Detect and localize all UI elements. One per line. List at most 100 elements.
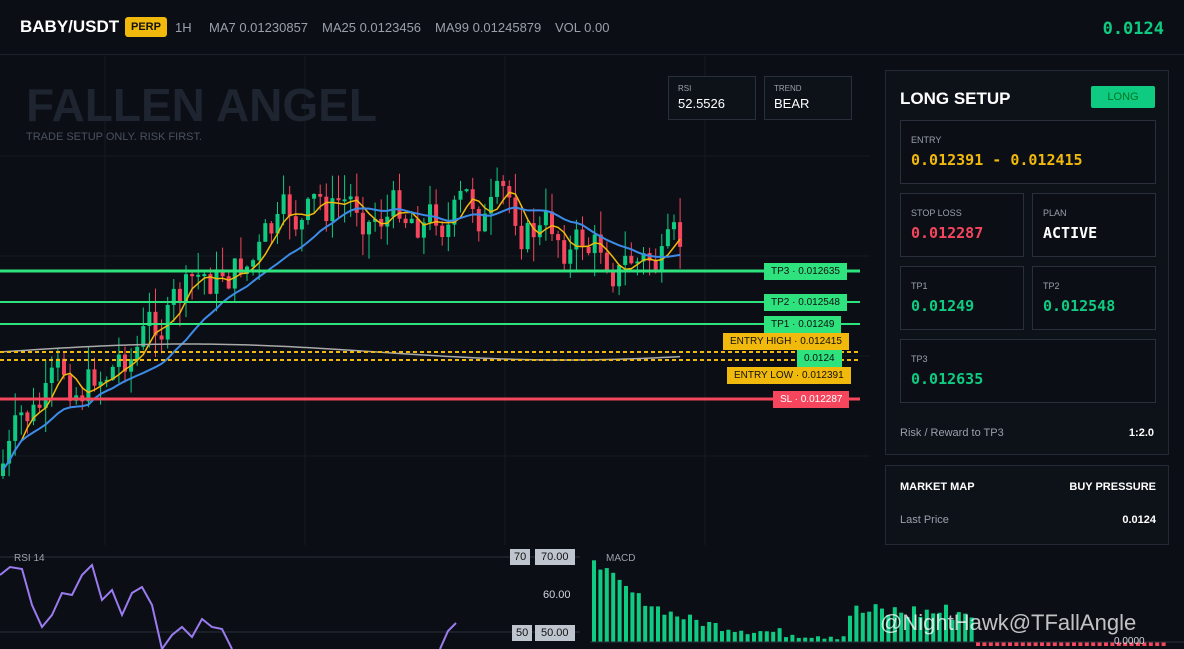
decor <box>1065 642 1070 646</box>
decor <box>672 222 676 230</box>
rsi-70-tag: 70 <box>510 549 531 565</box>
macd-hist <box>592 560 1166 646</box>
decor <box>720 631 724 642</box>
decor <box>848 615 852 642</box>
setup-panel: LONG SETUP LONG ENTRY 0.012391 - 0.012415… <box>885 70 1169 455</box>
interval[interactable]: 1H <box>175 20 192 35</box>
decor <box>809 637 814 642</box>
sl-label: SL · 0.012287 <box>773 391 850 408</box>
decor <box>330 198 335 222</box>
rsi-50-label: 50.00 <box>535 625 575 641</box>
decor <box>758 631 763 642</box>
decor <box>531 223 536 238</box>
rr-label: Risk / Reward to TP3 <box>900 427 1004 439</box>
decor <box>1091 642 1096 646</box>
decor <box>841 636 846 642</box>
decor <box>752 632 756 642</box>
decor <box>184 274 188 303</box>
decor <box>1052 642 1057 646</box>
decor <box>458 190 463 200</box>
decor <box>263 223 268 242</box>
decor <box>312 194 317 199</box>
decor <box>611 572 616 642</box>
decor <box>299 220 304 230</box>
decor <box>501 180 506 187</box>
ma7: MA7 0.01230857 <box>209 20 309 35</box>
decor <box>214 269 219 294</box>
value: 0.012287 <box>911 224 984 242</box>
decor <box>269 223 274 234</box>
decor <box>25 412 30 422</box>
decor <box>665 229 670 247</box>
decor <box>1040 642 1044 646</box>
decor <box>525 223 530 250</box>
decor <box>104 379 109 382</box>
symbol[interactable]: BABY/USDT <box>20 17 120 36</box>
label: TP3 <box>911 354 928 364</box>
sl-box: STOP LOSS 0.012287 <box>900 193 1024 257</box>
entry-box: ENTRY 0.012391 - 0.012415 <box>900 120 1156 184</box>
decor <box>257 241 262 261</box>
decor <box>318 194 323 197</box>
long-badge[interactable]: LONG <box>1091 86 1155 108</box>
decor <box>110 366 115 380</box>
decor <box>892 607 897 642</box>
decor <box>543 211 548 226</box>
value: 0.012548 <box>1043 297 1116 315</box>
decor <box>1001 642 1006 646</box>
entry-high-label: ENTRY HIGH · 0.012415 <box>723 333 849 350</box>
decor <box>700 625 705 642</box>
decor <box>982 642 987 646</box>
decor <box>854 605 859 642</box>
entry-low-label: ENTRY LOW · 0.012391 <box>727 367 851 384</box>
decor <box>196 274 201 277</box>
decor <box>391 190 396 217</box>
decor <box>385 216 390 227</box>
price: 0.0124 <box>1102 19 1164 39</box>
top-bar: BABY/USDT PERP 1H MA7 0.01230857 MA25 0.… <box>0 0 1184 55</box>
decor <box>604 252 609 272</box>
perp-badge: PERP <box>125 17 167 37</box>
decor <box>803 637 808 642</box>
tp2-label: TP2 · 0.012548 <box>764 294 847 311</box>
decor <box>678 222 683 247</box>
price-chart <box>0 56 870 545</box>
decor <box>707 621 712 642</box>
decor <box>623 255 628 266</box>
decor <box>123 354 127 372</box>
tagline: TRADE SETUP ONLY. RISK FIRST. <box>26 131 203 143</box>
label: RSI <box>678 84 692 93</box>
decor <box>1097 642 1102 646</box>
decor <box>592 560 596 642</box>
decor <box>19 412 24 416</box>
rsi-line <box>0 563 233 649</box>
decor <box>937 612 942 642</box>
decor <box>495 180 500 197</box>
decor <box>428 204 432 223</box>
value: 0.01249 <box>911 297 975 315</box>
rsi-60-label: 60.00 <box>543 589 571 601</box>
decor <box>208 274 213 294</box>
market-status: BUY PRESSURE <box>1069 481 1156 493</box>
decor <box>306 198 310 221</box>
tp1-label: TP1 · 0.01249 <box>764 316 842 333</box>
rsi-70-label: 70.00 <box>535 549 575 565</box>
decor <box>62 358 66 376</box>
decor <box>513 197 518 226</box>
decor <box>611 271 615 287</box>
decor <box>912 606 916 642</box>
decor <box>1046 642 1051 646</box>
decor <box>92 369 97 386</box>
last-price-value: 0.0124 <box>1122 514 1156 526</box>
value: 0.012635 <box>911 370 984 388</box>
decor <box>287 194 292 217</box>
rsi-line <box>439 622 457 649</box>
decor <box>995 642 1000 646</box>
decor <box>1155 642 1160 646</box>
decor <box>963 613 968 642</box>
decor <box>739 630 744 642</box>
decor <box>476 209 481 232</box>
decor <box>1020 642 1025 646</box>
decor <box>409 218 414 224</box>
decor <box>899 612 904 642</box>
